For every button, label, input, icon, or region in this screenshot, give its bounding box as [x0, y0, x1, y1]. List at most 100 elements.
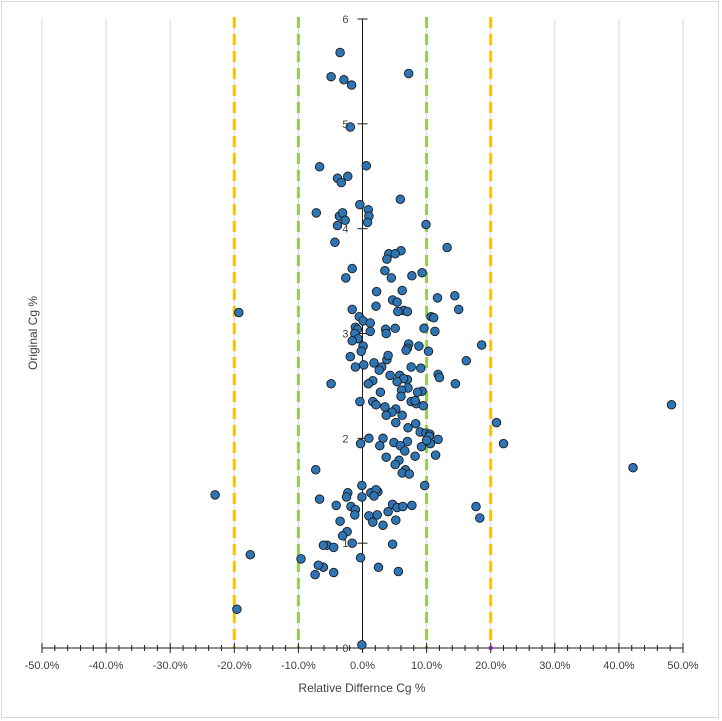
x-tick-label: 0.0% [350, 660, 375, 672]
data-point [407, 271, 417, 281]
data-point [400, 446, 410, 456]
data-point [403, 423, 413, 433]
x-tick-label: -10.0% [281, 660, 316, 672]
data-point [385, 370, 395, 381]
data-point [347, 263, 357, 274]
data-point [450, 379, 461, 389]
data-point [365, 318, 375, 328]
data-point [341, 273, 351, 283]
data-point [331, 500, 341, 511]
data-point [347, 538, 357, 548]
x-tick-label: 10.0% [411, 660, 442, 672]
reference-lines [232, 17, 493, 648]
x-tick-label: -30.0% [153, 660, 188, 672]
data-point [346, 80, 357, 90]
data-point [328, 567, 339, 578]
data-point [381, 452, 391, 462]
data-point [414, 341, 424, 351]
data-point [430, 450, 441, 460]
data-point [357, 480, 367, 491]
data-point [423, 346, 434, 357]
data-point [391, 417, 401, 428]
data-point [383, 350, 393, 361]
data-point [355, 553, 366, 563]
data-point [374, 365, 384, 375]
data-point [345, 122, 356, 132]
x-tick-label: -20.0% [217, 660, 252, 672]
data-point [410, 418, 421, 429]
data-point [666, 400, 677, 410]
data-point [359, 360, 369, 370]
data-point [453, 304, 464, 315]
data-point [368, 517, 378, 527]
data-point [386, 273, 397, 283]
data-point [390, 323, 400, 334]
data-point [432, 293, 443, 303]
data-point [355, 438, 366, 449]
data-point [407, 500, 417, 511]
data-point [381, 328, 391, 339]
data-point [357, 640, 367, 650]
data-points [210, 47, 677, 651]
data-point [397, 285, 407, 296]
data-point [364, 433, 374, 444]
data-point [356, 346, 366, 357]
data-point [341, 492, 352, 502]
data-point [419, 480, 430, 491]
data-point [369, 358, 379, 368]
data-point [476, 340, 487, 350]
y-tick-label: 4 [342, 224, 348, 236]
data-point [343, 171, 353, 182]
data-point [355, 396, 365, 407]
data-point [355, 199, 365, 210]
data-point [419, 323, 429, 334]
data-point [326, 379, 336, 389]
data-point [390, 459, 400, 470]
data-point [416, 363, 426, 373]
y-axis-title: Original Cg % [26, 296, 40, 370]
data-point [378, 520, 388, 531]
data-point [362, 217, 373, 228]
data-point [428, 313, 439, 323]
data-point [382, 254, 392, 264]
data-point [350, 362, 361, 372]
data-point [335, 516, 345, 526]
x-axis-title: Relative Differnce Cg % [298, 681, 425, 695]
data-point [310, 465, 321, 475]
data-point [365, 326, 375, 337]
data-point [311, 208, 322, 218]
data-point [245, 549, 256, 560]
data-point [337, 531, 348, 541]
data-point [314, 494, 325, 504]
y-tick-label: 0 [342, 643, 348, 655]
data-point [397, 410, 407, 421]
data-point [402, 436, 413, 447]
data-point [421, 435, 432, 446]
data-point [234, 307, 244, 318]
data-point [357, 492, 367, 502]
data-point [398, 501, 408, 512]
data-point [381, 410, 391, 421]
data-point [406, 362, 416, 372]
x-tick-label: -40.0% [89, 660, 124, 672]
data-point [328, 542, 339, 553]
y-tick-label: 5 [342, 119, 348, 131]
data-point [628, 462, 638, 473]
data-point [335, 47, 345, 58]
data-point [450, 291, 460, 301]
tick-labels: -50.0% -40.0% -30.0% -20.0% -10.0% 0.0% 10.0% 2… [25, 14, 699, 672]
x-tick-label: 50.0% [667, 660, 698, 672]
y-tick-label: 1 [342, 538, 348, 550]
data-point [371, 286, 382, 297]
data-point [416, 441, 427, 452]
data-point [345, 351, 356, 362]
data-point [442, 242, 452, 253]
x-tick-label: -50.0% [25, 660, 60, 672]
data-point [210, 490, 220, 500]
x-tick-label: 30.0% [539, 660, 570, 672]
data-point [417, 267, 427, 278]
data-point [410, 395, 420, 406]
data-point [350, 510, 360, 520]
data-point [412, 387, 423, 397]
